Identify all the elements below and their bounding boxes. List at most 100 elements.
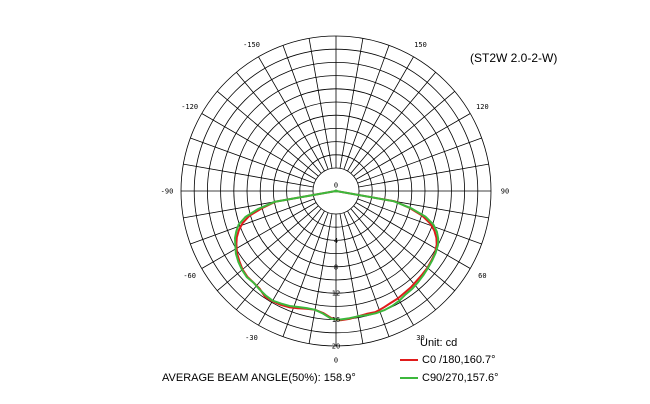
data-point-c90 bbox=[257, 208, 259, 210]
data-point-c90 bbox=[234, 237, 236, 239]
legend-label-c0: C0 /180,160.7° bbox=[422, 354, 496, 366]
data-point-c90 bbox=[297, 306, 299, 308]
angle-tick-label: -60 bbox=[183, 272, 196, 280]
data-point-c90 bbox=[391, 305, 393, 307]
model-label: (ST2W 2.0-2-W) bbox=[470, 51, 558, 65]
data-point-c0 bbox=[397, 297, 399, 299]
data-point-c90 bbox=[437, 244, 439, 246]
data-point-c90 bbox=[280, 303, 282, 305]
data-point-c90 bbox=[357, 315, 359, 317]
angle-tick-label: 120 bbox=[476, 103, 489, 111]
data-point-c90 bbox=[314, 309, 316, 311]
data-point-c90 bbox=[306, 307, 308, 309]
unit-label: Unit: cd bbox=[420, 337, 458, 349]
data-point-c0 bbox=[410, 286, 412, 288]
grid-spoke bbox=[236, 72, 322, 174]
grid-spoke bbox=[353, 91, 455, 177]
data-point-c90 bbox=[411, 288, 413, 290]
data-point-c90 bbox=[244, 216, 246, 218]
data-point-c0 bbox=[416, 280, 418, 282]
data-point-c90 bbox=[237, 261, 239, 263]
data-point-c90 bbox=[383, 309, 385, 311]
data-point-c90 bbox=[398, 300, 400, 302]
grid-spoke bbox=[308, 38, 333, 169]
grid-spoke bbox=[350, 208, 436, 310]
radial-tick-label: 0 bbox=[334, 182, 338, 190]
angle-tick-label: -90 bbox=[161, 188, 174, 196]
tick-labels: -150 150 -120 120 -90 90 -60 60 -30 30 0 0 4 8 12 16 20 bbox=[161, 41, 510, 364]
data-point-c90 bbox=[238, 223, 240, 226]
angle-tick-label: 30 bbox=[416, 334, 424, 342]
data-point-c90 bbox=[434, 252, 437, 254]
data-point-c0 bbox=[403, 292, 406, 294]
grid-spoke bbox=[282, 212, 329, 337]
data-point-c0 bbox=[435, 237, 438, 239]
data-point-c90 bbox=[436, 231, 438, 233]
radial-tick-label: 12 bbox=[332, 290, 340, 298]
legend-entry-c0: C0 /180,160.7° bbox=[400, 353, 496, 367]
grid-spoke bbox=[183, 163, 314, 188]
legend-swatch-c0 bbox=[400, 359, 418, 361]
grid-spoke bbox=[357, 137, 482, 184]
data-point-c0 bbox=[241, 222, 244, 224]
grid-spoke bbox=[258, 56, 325, 172]
data-point-c90 bbox=[258, 288, 260, 290]
data-point-c90 bbox=[437, 238, 439, 240]
grid-spoke bbox=[201, 202, 317, 269]
grid-spoke bbox=[353, 205, 455, 291]
data-point-c90 bbox=[393, 200, 395, 202]
data-point-c90 bbox=[234, 243, 236, 246]
data-point-c90 bbox=[322, 313, 324, 315]
data-point-c90 bbox=[339, 318, 342, 321]
legend-swatch-c90 bbox=[400, 377, 418, 379]
grid-spoke bbox=[201, 113, 317, 180]
angle-tick-label: 90 bbox=[501, 188, 509, 196]
grid-spoke bbox=[347, 210, 414, 326]
legend-label-c90: C90/270,157.6° bbox=[422, 372, 499, 384]
grid-spoke bbox=[350, 72, 436, 174]
angle-tick-label: -30 bbox=[245, 334, 258, 342]
angle-tick-label: 0 bbox=[334, 357, 338, 365]
grid-spoke bbox=[308, 213, 333, 344]
center-point bbox=[334, 189, 338, 193]
grid-spoke bbox=[355, 113, 471, 180]
grid-spoke bbox=[258, 210, 325, 326]
grid-spoke bbox=[347, 56, 414, 172]
data-point-c0 bbox=[236, 236, 238, 238]
grid-spoke bbox=[236, 208, 322, 310]
grid-spoke bbox=[357, 198, 482, 245]
data-point-c90 bbox=[235, 230, 237, 232]
data-point-c90 bbox=[366, 314, 368, 316]
data-point-c90 bbox=[405, 293, 407, 295]
grid-spoke bbox=[343, 45, 390, 170]
series-line-c90 bbox=[234, 190, 440, 321]
grid-spoke bbox=[343, 212, 390, 337]
data-point-c0 bbox=[433, 230, 436, 232]
data-point-c0 bbox=[429, 222, 431, 225]
data-point-c90 bbox=[422, 274, 424, 276]
data-point-c90 bbox=[432, 223, 434, 226]
data-point-c90 bbox=[431, 260, 433, 262]
grid-spoke bbox=[358, 163, 489, 188]
grid-spoke bbox=[217, 205, 319, 291]
grid-spoke bbox=[339, 213, 364, 344]
data-point-c90 bbox=[424, 216, 426, 218]
data-point-c90 bbox=[375, 312, 377, 314]
data-point-c0 bbox=[382, 307, 384, 309]
radial-tick-label: 4 bbox=[334, 237, 338, 245]
average-beam-angle: AVERAGE BEAM ANGLE(50%): 158.9° bbox=[162, 372, 356, 384]
radial-tick-label: 16 bbox=[332, 316, 340, 324]
angle-tick-label: 60 bbox=[478, 272, 486, 280]
data-point-c90 bbox=[235, 252, 237, 255]
series-line-c0 bbox=[235, 190, 438, 322]
radial-tick-label: 20 bbox=[332, 343, 340, 351]
data-point-c90 bbox=[417, 281, 419, 283]
grid-spoke bbox=[339, 38, 364, 169]
series-layer bbox=[234, 189, 440, 322]
data-point-c0 bbox=[390, 302, 392, 304]
grid-spoke bbox=[282, 45, 329, 170]
radial-tick-label: 8 bbox=[334, 263, 338, 271]
grid-spoke bbox=[217, 91, 319, 177]
data-point-c90 bbox=[264, 294, 267, 297]
